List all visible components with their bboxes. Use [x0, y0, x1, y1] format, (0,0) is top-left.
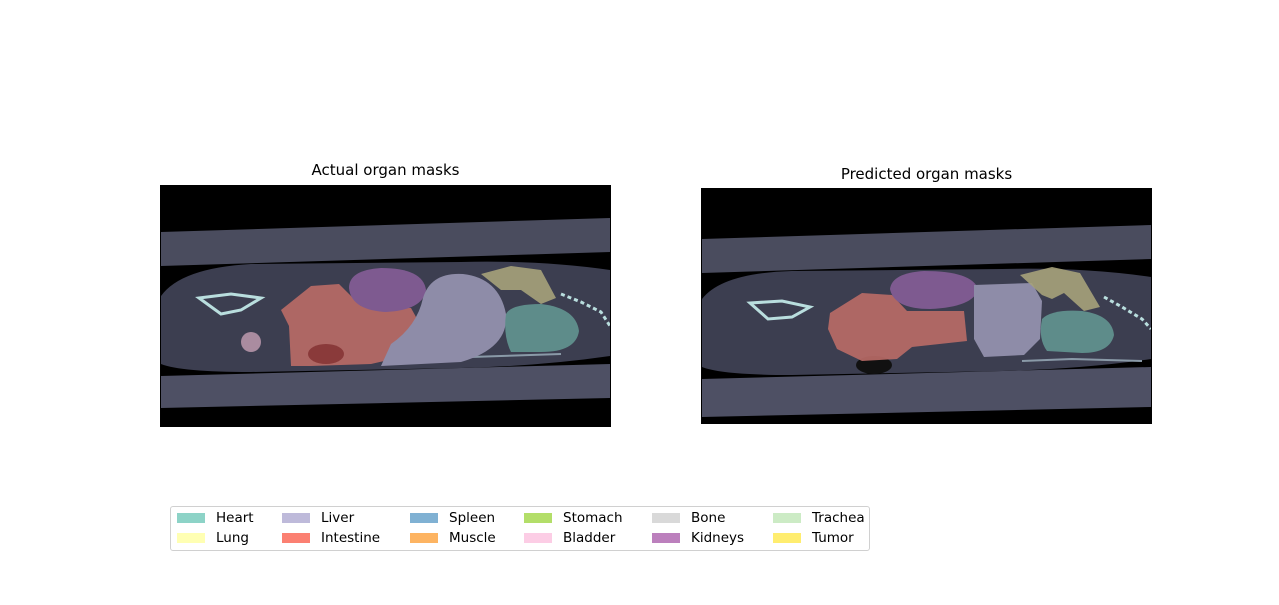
legend-swatch — [524, 533, 552, 543]
legend-swatch — [652, 533, 680, 543]
legend-item-tumor: Tumor — [773, 529, 854, 547]
legend-label: Heart — [216, 510, 254, 526]
legend-swatch — [282, 533, 310, 543]
legend-label: Bone — [691, 510, 726, 526]
legend-item-lung: Lung — [177, 529, 249, 547]
legend-label: Stomach — [563, 510, 623, 526]
predicted-masks-title: Predicted organ masks — [840, 165, 1013, 183]
legend-label: Liver — [321, 510, 355, 526]
legend-swatch — [773, 533, 801, 543]
legend-swatch — [410, 533, 438, 543]
legend-label: Tumor — [812, 530, 854, 546]
predicted-masks-image — [701, 188, 1152, 424]
actual-masks-title: Actual organ masks — [311, 161, 460, 179]
actual-masks-image — [160, 185, 611, 427]
legend-item-muscle: Muscle — [410, 529, 496, 547]
legend-label: Lung — [216, 530, 249, 546]
legend-label: Muscle — [449, 530, 496, 546]
legend-item-trachea: Trachea — [773, 509, 865, 527]
legend-swatch — [652, 513, 680, 523]
legend-item-stomach: Stomach — [524, 509, 623, 527]
legend-item-bone: Bone — [652, 509, 725, 527]
predicted-ct-slice — [702, 189, 1151, 423]
legend-item-intestine: Intestine — [282, 529, 380, 547]
legend-label: Kidneys — [691, 530, 745, 546]
legend-swatch — [177, 533, 205, 543]
legend-swatch — [410, 513, 438, 523]
legend-item-liver: Liver — [282, 509, 354, 527]
legend-item-spleen: Spleen — [410, 509, 495, 527]
legend-label: Bladder — [563, 530, 616, 546]
organ-legend: Heart Lung Liver Intestine Spleen Muscle… — [170, 506, 870, 551]
legend-swatch — [282, 513, 310, 523]
legend-swatch — [177, 513, 205, 523]
legend-item-heart: Heart — [177, 509, 254, 527]
legend-label: Intestine — [321, 530, 381, 546]
legend-label: Trachea — [812, 510, 865, 526]
actual-ct-slice — [161, 186, 610, 426]
legend-swatch — [773, 513, 801, 523]
legend-swatch — [524, 513, 552, 523]
legend-item-kidneys: Kidneys — [652, 529, 744, 547]
legend-label: Spleen — [449, 510, 496, 526]
legend-item-bladder: Bladder — [524, 529, 615, 547]
